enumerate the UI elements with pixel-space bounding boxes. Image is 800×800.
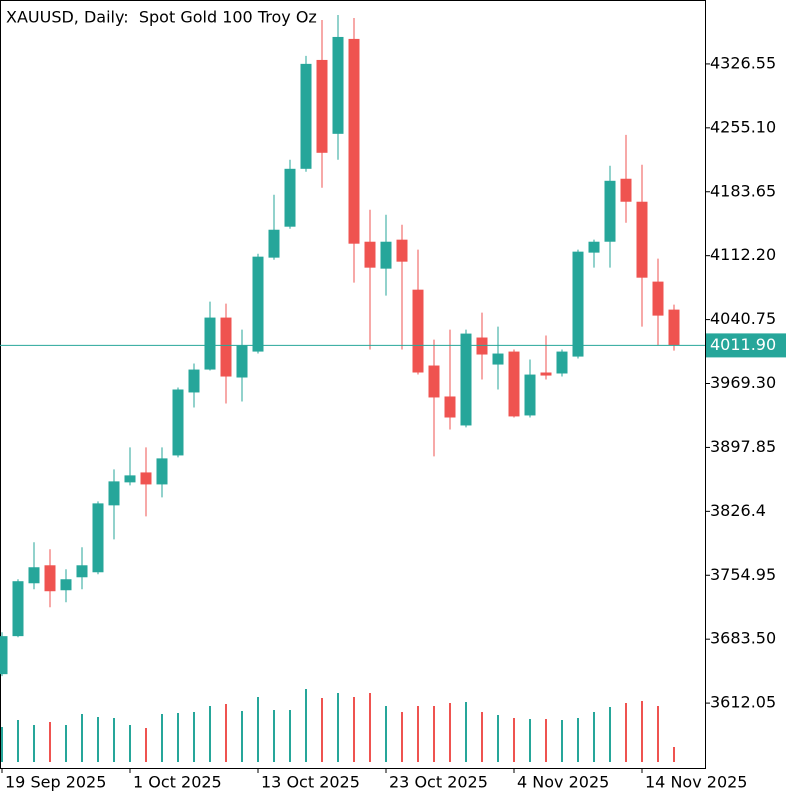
y-tick-label: 3612.05 [710,693,776,712]
candle-body [604,180,616,242]
y-tick-label: 3683.50 [710,629,776,648]
candle-body [636,201,648,278]
candle-body [380,241,392,269]
candle-body [556,351,568,374]
candle-body [364,241,376,268]
candle-body [300,63,312,169]
candle-body [156,458,168,485]
y-tick-label: 4326.55 [710,53,776,72]
y-tick-label: 4112.20 [710,245,776,264]
candle-body [460,333,472,426]
candle-body [572,251,584,357]
candle-body [252,256,264,352]
candle-body [508,351,520,417]
candle-body [12,581,24,637]
x-tick-label: 4 Nov 2025 [517,773,609,792]
candle-body [28,567,40,584]
y-tick-label: 3897.85 [710,437,776,456]
x-tick-label: 13 Oct 2025 [261,773,360,792]
candle-body [284,168,296,227]
candle-body [268,229,280,258]
x-tick-label: 14 Nov 2025 [645,773,747,792]
x-tick-label: 1 Oct 2025 [133,773,222,792]
candle-body [412,289,424,373]
chart-title: XAUUSD, Daily: Spot Gold 100 Troy Oz [6,8,317,27]
candle-body [332,36,344,134]
candle-body [220,317,232,377]
candle-body [204,317,216,370]
candle-body [236,345,248,378]
candle-body [428,365,440,398]
candle-body [588,241,600,253]
candle-body [492,353,504,365]
y-tick-label: 3969.30 [710,373,776,392]
candle-body [396,239,408,262]
candle-body [140,472,152,485]
candle-body [188,369,200,393]
candle-body [668,309,680,346]
candle-body [652,281,664,316]
candle-body [76,565,88,578]
candle-body [444,396,456,418]
candle-body [540,372,552,376]
y-tick-label: 4183.65 [710,181,776,200]
candle-body [348,38,360,244]
x-tick-label: 19 Sep 2025 [5,773,106,792]
candle-body [124,475,136,483]
last-price-label: 4011.90 [710,335,776,354]
candle-body [0,636,8,675]
candle-body [44,565,56,592]
candle-body [524,374,536,416]
candle-body [316,59,328,153]
last-price-box [706,333,786,358]
y-tick-label: 4255.10 [710,117,776,136]
candle-body [172,389,184,456]
candle-body [92,503,104,573]
y-tick-label: 3826.4 [710,501,766,520]
candle-body [620,178,632,202]
candle-body [60,579,72,591]
y-tick-label: 3754.95 [710,565,776,584]
x-tick-label: 23 Oct 2025 [389,773,488,792]
candle-body [108,481,120,506]
y-tick-label: 4040.75 [710,309,776,328]
candle-body [476,337,488,355]
